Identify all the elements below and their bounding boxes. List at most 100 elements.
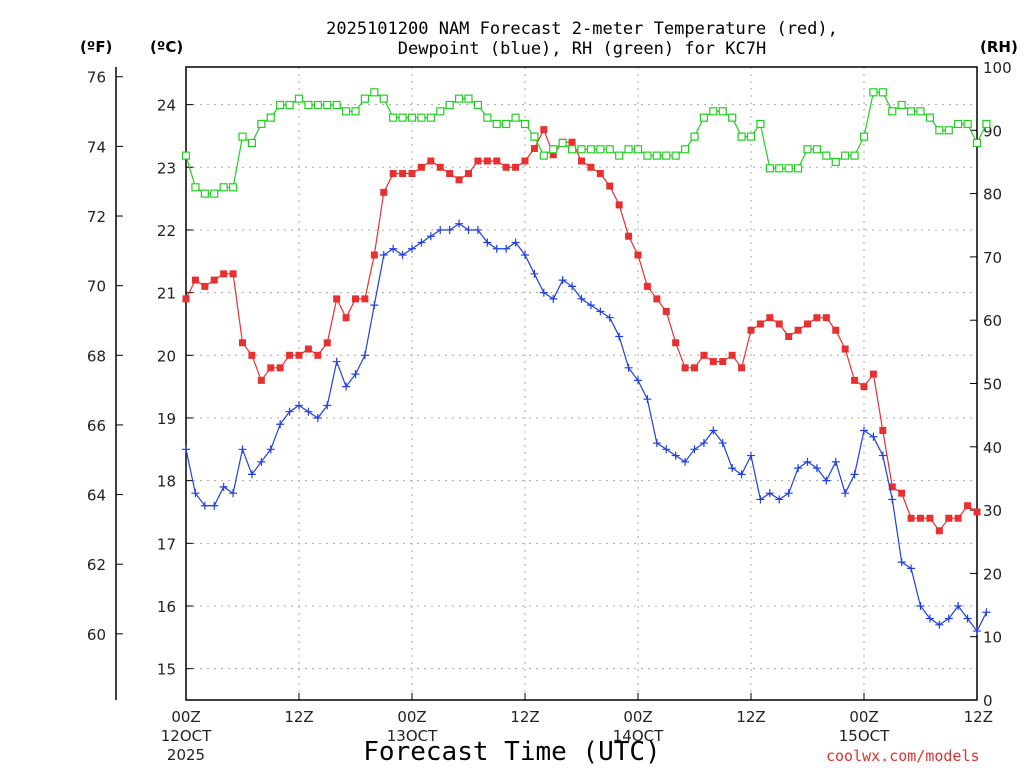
axes: 1516171819202122232460626466687072747601… xyxy=(87,59,1012,764)
rh-point-73 xyxy=(869,88,878,97)
rh-point-21 xyxy=(379,94,388,103)
fahrenheit-tick-label-70: 70 xyxy=(87,278,106,296)
x-tick-label-7: 12Z xyxy=(964,708,993,726)
temperature-point-45 xyxy=(606,182,614,190)
rh-point-74 xyxy=(878,88,887,97)
temperature-point-42 xyxy=(578,157,585,165)
temperature-point-47 xyxy=(625,232,633,240)
temperature-point-3 xyxy=(210,276,218,284)
dewpoint-point-35 xyxy=(511,238,520,247)
fahrenheit-tick-label-60: 60 xyxy=(87,626,106,644)
rh-tick-label-20: 20 xyxy=(983,565,1002,583)
dewpoint-point-14 xyxy=(313,413,322,422)
celsius-tick-label-21: 21 xyxy=(157,285,176,303)
dewpoint-point-51 xyxy=(662,445,671,454)
temperature-point-51 xyxy=(662,307,670,315)
dewpoint-point-84 xyxy=(973,627,981,636)
rh-tick-label-30: 30 xyxy=(983,502,1002,520)
dewpoint-point-53 xyxy=(681,457,690,466)
rh-unit-label: (RH) xyxy=(980,38,1018,56)
temperature-point-50 xyxy=(653,295,661,303)
dewpoint-point-73 xyxy=(869,432,878,441)
rh-point-7 xyxy=(247,138,257,148)
temperature-point-58 xyxy=(728,351,736,359)
dewpoint-point-48 xyxy=(634,376,642,385)
dewpoint-point-50 xyxy=(652,439,661,448)
dewpoint-point-1 xyxy=(191,489,200,498)
dewpoint-point-78 xyxy=(916,601,925,610)
temperature-point-80 xyxy=(935,527,943,535)
temperature-point-53 xyxy=(681,364,689,372)
temperature-point-35 xyxy=(512,163,520,171)
fahrenheit-tick-label-76: 76 xyxy=(87,69,106,87)
rh-tick-label-0: 0 xyxy=(983,692,993,710)
rh-point-14 xyxy=(313,100,322,110)
fahrenheit-tick-label-72: 72 xyxy=(87,208,106,226)
temperature-point-41 xyxy=(568,138,576,146)
dewpoint-point-10 xyxy=(276,420,285,429)
temperature-point-84 xyxy=(973,508,981,516)
rh-point-65 xyxy=(793,164,803,173)
dewpoint-point-61 xyxy=(756,495,765,504)
rh-point-85 xyxy=(982,119,991,129)
rh-point-64 xyxy=(784,164,793,173)
dewpoint-point-67 xyxy=(812,464,821,473)
rh-point-13 xyxy=(304,100,313,110)
rh-point-3 xyxy=(210,189,219,198)
title-line-2: Dewpoint (blue), RH (green) for KC7H xyxy=(398,39,766,59)
temperature-point-55 xyxy=(700,351,708,359)
temperature-point-10 xyxy=(276,364,284,372)
celsius-tick-label-20: 20 xyxy=(157,347,176,365)
dewpoint-point-41 xyxy=(568,282,577,291)
temperature-point-81 xyxy=(945,514,953,522)
x-date-label-4: 14OCT xyxy=(613,727,664,745)
temperature-point-44 xyxy=(596,170,604,178)
dewpoint-point-64 xyxy=(784,489,793,498)
dewpoint-point-4 xyxy=(219,482,228,491)
rh-point-53 xyxy=(680,145,690,154)
temperature-point-33 xyxy=(493,157,501,165)
x-tick-label-3: 12Z xyxy=(510,708,539,726)
dewpoint-point-22 xyxy=(389,244,398,253)
temperature-point-54 xyxy=(691,364,698,372)
temperature-point-24 xyxy=(408,170,416,178)
rh-point-39 xyxy=(549,145,558,154)
dewpoint-point-6 xyxy=(238,445,247,454)
dewpoint-point-77 xyxy=(907,564,916,573)
dewpoint-point-55 xyxy=(699,439,708,448)
rh-point-46 xyxy=(615,151,624,160)
celsius-tick-label-24: 24 xyxy=(157,97,176,115)
dewpoint-point-80 xyxy=(935,620,944,629)
dewpoint-point-44 xyxy=(596,307,605,316)
dewpoint-point-81 xyxy=(944,614,953,623)
temperature-point-32 xyxy=(483,157,491,165)
celsius-tick-label-19: 19 xyxy=(157,410,176,428)
temperature-line xyxy=(185,128,978,532)
dewpoint-point-45 xyxy=(605,313,614,322)
temperature-point-49 xyxy=(643,282,651,290)
dewpoint-point-68 xyxy=(822,476,831,485)
temperature-point-63 xyxy=(775,320,783,328)
rh-point-27 xyxy=(436,107,445,116)
celsius-tick-label-15: 15 xyxy=(157,661,176,679)
temperature-point-8 xyxy=(257,376,265,384)
celsius-tick-label-18: 18 xyxy=(157,473,176,491)
dewpoint-point-28 xyxy=(445,225,454,234)
rh-point-40 xyxy=(558,138,567,148)
temperature-point-43 xyxy=(587,163,595,171)
temperature-point-20 xyxy=(370,251,378,259)
chart-title: 2025101200 NAM Forecast 2-meter Temperat… xyxy=(326,19,838,59)
rh-point-41 xyxy=(567,145,577,154)
x-axis-label: Forecast Time (UTC) xyxy=(363,737,660,767)
rh-point-45 xyxy=(605,145,614,154)
rh-point-84 xyxy=(972,138,982,148)
temperature-point-18 xyxy=(352,295,359,303)
dewpoint-point-63 xyxy=(775,495,784,504)
fahrenheit-tick-label-68: 68 xyxy=(87,347,106,365)
dewpoint-point-39 xyxy=(549,294,558,303)
fahrenheit-unit-label: (ºF) xyxy=(80,38,112,56)
fahrenheit-tick-label-74: 74 xyxy=(87,138,106,156)
rh-point-19 xyxy=(360,94,370,103)
rh-point-61 xyxy=(756,119,765,129)
temperature-point-78 xyxy=(917,514,924,522)
